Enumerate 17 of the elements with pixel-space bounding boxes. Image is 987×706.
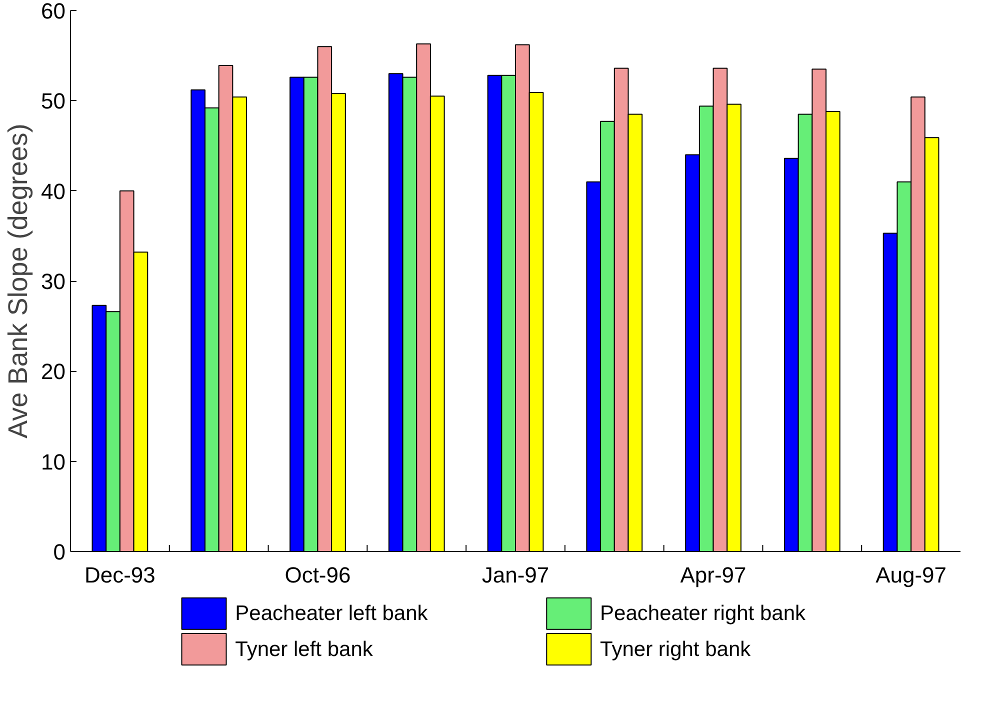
legend-label: Tyner left bank [235, 638, 374, 661]
y-tick-label: 50 [41, 88, 66, 114]
x-tick-label: Apr-97 [680, 562, 746, 588]
legend-label: Peacheater left bank [235, 602, 428, 626]
legend-label: Peacheater right bank [600, 602, 806, 626]
y-tick-label: 60 [41, 0, 66, 24]
y-tick-label: 30 [41, 269, 66, 294]
x-tick-label: Aug-97 [876, 562, 947, 588]
y-tick-label: 20 [41, 359, 66, 384]
y-tick-label: 10 [41, 449, 66, 474]
y-tick-label: 40 [41, 178, 66, 204]
y-axis-title: Ave Bank Slope (degrees) [3, 124, 34, 438]
y-tick-label: 0 [53, 540, 66, 564]
x-tick-label: Oct-96 [284, 562, 351, 588]
x-tick-label: Dec-93 [84, 562, 156, 588]
legend-label: Tyner right bank [600, 638, 752, 661]
x-tick-label: Jan-97 [482, 562, 550, 588]
